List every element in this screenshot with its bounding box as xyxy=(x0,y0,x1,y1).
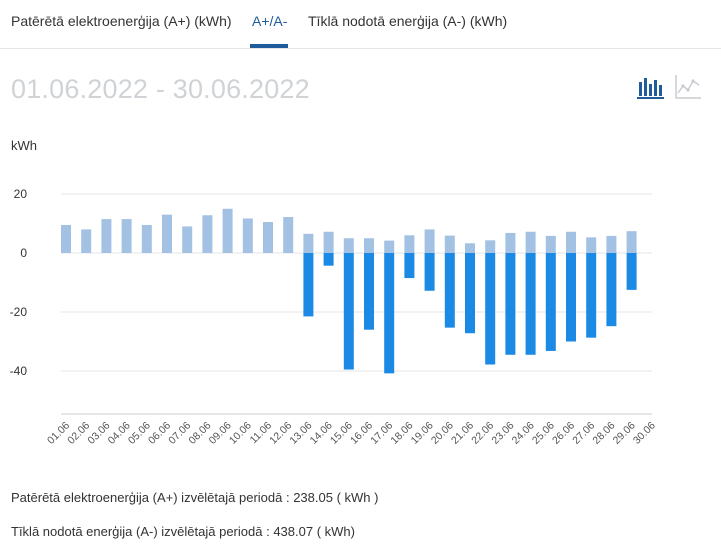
bar-exported-22.06[interactable] xyxy=(485,253,496,365)
summary-consumed-unit: ( kWh ) xyxy=(332,490,379,505)
bar-consumed-27.06[interactable] xyxy=(586,237,597,253)
line-chart-icon[interactable] xyxy=(674,73,702,101)
bar-exported-23.06[interactable] xyxy=(505,253,516,355)
bar-consumed-13.06[interactable] xyxy=(303,233,314,253)
x-tick-label: 13.06 xyxy=(287,420,314,447)
bar-consumed-19.06[interactable] xyxy=(424,229,435,253)
bar-chart-icon[interactable] xyxy=(637,73,665,101)
bar-consumed-08.06[interactable] xyxy=(202,215,213,253)
tab-exported[interactable]: Tīklā nodotā enerģija (A-) (kWh) xyxy=(308,13,508,29)
x-tick-label: 21.06 xyxy=(449,420,476,447)
x-tick-label: 18.06 xyxy=(388,420,415,447)
tab-consumed-exported[interactable]: A+/A- xyxy=(252,13,288,29)
x-tick-label: 22.06 xyxy=(469,420,496,447)
x-tick-label: 10.06 xyxy=(227,420,254,447)
bar-consumed-29.06[interactable] xyxy=(626,231,637,253)
x-tick-label: 05.06 xyxy=(126,420,153,447)
x-tick-label: 27.06 xyxy=(570,420,597,447)
x-tick-label: 29.06 xyxy=(611,420,638,447)
x-tick-label: 23.06 xyxy=(489,420,516,447)
bar-consumed-04.06[interactable] xyxy=(121,219,132,253)
bar-consumed-21.06[interactable] xyxy=(465,243,475,253)
bar-exported-14.06[interactable] xyxy=(323,253,334,266)
summary-exported-value: 438.07 xyxy=(273,524,314,539)
bar-consumed-03.06[interactable] xyxy=(101,219,112,253)
bar-consumed-01.06[interactable] xyxy=(61,224,71,253)
x-tick-label: 20.06 xyxy=(429,420,456,447)
x-tick-label: 14.06 xyxy=(308,420,335,447)
bar-exported-29.06[interactable] xyxy=(626,253,637,290)
bar-consumed-14.06[interactable] xyxy=(323,231,334,253)
bar-consumed-25.06[interactable] xyxy=(545,235,556,253)
x-tick-label: 04.06 xyxy=(106,420,133,447)
bar-consumed-22.06[interactable] xyxy=(485,240,496,253)
summary-exported: Tīklā nodotā enerģija (A-) izvēlētajā pe… xyxy=(11,524,355,539)
summary-exported-unit: ( kWh) xyxy=(313,524,355,539)
x-tick-label: 03.06 xyxy=(85,420,112,447)
x-tick-label: 26.06 xyxy=(550,420,577,447)
bar-chart: 200-20-4001.0602.0603.0604.0605.0606.060… xyxy=(10,187,658,447)
bar-consumed-26.06[interactable] xyxy=(566,231,576,253)
y-tick-label: 20 xyxy=(14,187,28,201)
x-tick-label: 12.06 xyxy=(267,420,294,447)
x-tick-label: 25.06 xyxy=(530,420,557,447)
x-tick-label: 19.06 xyxy=(409,420,436,447)
active-tab-indicator xyxy=(250,44,288,48)
bar-consumed-24.06[interactable] xyxy=(525,231,536,253)
x-tick-label: 15.06 xyxy=(328,420,355,447)
x-tick-label: 08.06 xyxy=(186,420,213,447)
x-tick-label: 24.06 xyxy=(510,420,537,447)
bar-exported-16.06[interactable] xyxy=(364,253,374,330)
bar-exported-17.06[interactable] xyxy=(384,253,395,374)
bar-exported-15.06[interactable] xyxy=(343,253,354,370)
x-tick-label: 01.06 xyxy=(45,420,72,447)
tab-bar: Patērētā elektroenerģija (A+) (kWh) A+/A… xyxy=(0,0,721,49)
bar-exported-28.06[interactable] xyxy=(606,253,617,327)
bar-consumed-17.06[interactable] xyxy=(384,240,395,253)
bar-consumed-16.06[interactable] xyxy=(364,238,374,253)
period-label: 01.06.2022 - 30.06.2022 xyxy=(11,74,310,104)
bar-consumed-15.06[interactable] xyxy=(343,238,354,253)
bar-exported-24.06[interactable] xyxy=(525,253,536,355)
x-tick-label: 06.06 xyxy=(146,420,173,447)
tab-consumed[interactable]: Patērētā elektroenerģija (A+) (kWh) xyxy=(11,13,232,29)
summary-consumed: Patērētā elektroenerģija (A+) izvēlētajā… xyxy=(11,490,378,505)
bar-exported-21.06[interactable] xyxy=(465,253,475,334)
bar-consumed-20.06[interactable] xyxy=(444,235,455,253)
bar-consumed-09.06[interactable] xyxy=(222,208,233,253)
bar-consumed-11.06[interactable] xyxy=(263,222,273,253)
x-tick-label: 09.06 xyxy=(207,420,234,447)
bar-consumed-12.06[interactable] xyxy=(283,217,294,253)
bar-exported-19.06[interactable] xyxy=(424,253,435,291)
bar-consumed-28.06[interactable] xyxy=(606,235,617,253)
x-tick-label: 30.06 xyxy=(631,420,658,447)
x-tick-label: 07.06 xyxy=(166,420,193,447)
bar-consumed-10.06[interactable] xyxy=(242,218,253,253)
bar-exported-26.06[interactable] xyxy=(566,253,576,342)
x-tick-label: 16.06 xyxy=(348,420,375,447)
x-tick-label: 02.06 xyxy=(65,420,92,447)
summary-consumed-value: 238.05 xyxy=(293,490,333,505)
bar-exported-18.06[interactable] xyxy=(404,253,415,279)
bar-consumed-05.06[interactable] xyxy=(141,224,152,253)
x-tick-label: 28.06 xyxy=(590,420,617,447)
summary-exported-label: Tīklā nodotā enerģija (A-) izvēlētajā pe… xyxy=(11,524,274,539)
bar-exported-25.06[interactable] xyxy=(545,253,556,351)
bar-consumed-06.06[interactable] xyxy=(162,214,172,253)
bar-consumed-02.06[interactable] xyxy=(81,229,92,253)
bar-exported-13.06[interactable] xyxy=(303,253,314,317)
y-axis-unit: kWh xyxy=(11,138,37,153)
y-tick-label: -40 xyxy=(10,364,28,378)
y-tick-label: -20 xyxy=(10,305,28,319)
bar-exported-27.06[interactable] xyxy=(586,253,597,338)
bar-exported-20.06[interactable] xyxy=(444,253,455,328)
bar-consumed-18.06[interactable] xyxy=(404,235,415,253)
x-tick-label: 17.06 xyxy=(368,420,395,447)
summary-consumed-label: Patērētā elektroenerģija (A+) izvēlētajā… xyxy=(11,490,294,505)
bar-consumed-23.06[interactable] xyxy=(505,232,516,253)
bar-consumed-07.06[interactable] xyxy=(182,226,193,253)
y-tick-label: 0 xyxy=(20,246,27,260)
